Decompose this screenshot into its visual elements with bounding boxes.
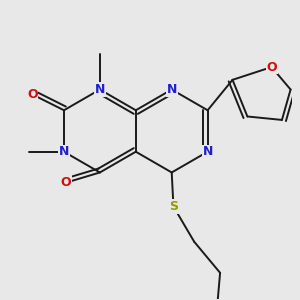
- Text: O: O: [27, 88, 38, 101]
- Text: N: N: [202, 145, 213, 158]
- Text: S: S: [169, 200, 178, 213]
- Text: N: N: [167, 83, 177, 96]
- Text: O: O: [266, 61, 277, 74]
- Text: O: O: [61, 176, 71, 189]
- Text: N: N: [59, 145, 69, 158]
- Text: N: N: [95, 83, 105, 96]
